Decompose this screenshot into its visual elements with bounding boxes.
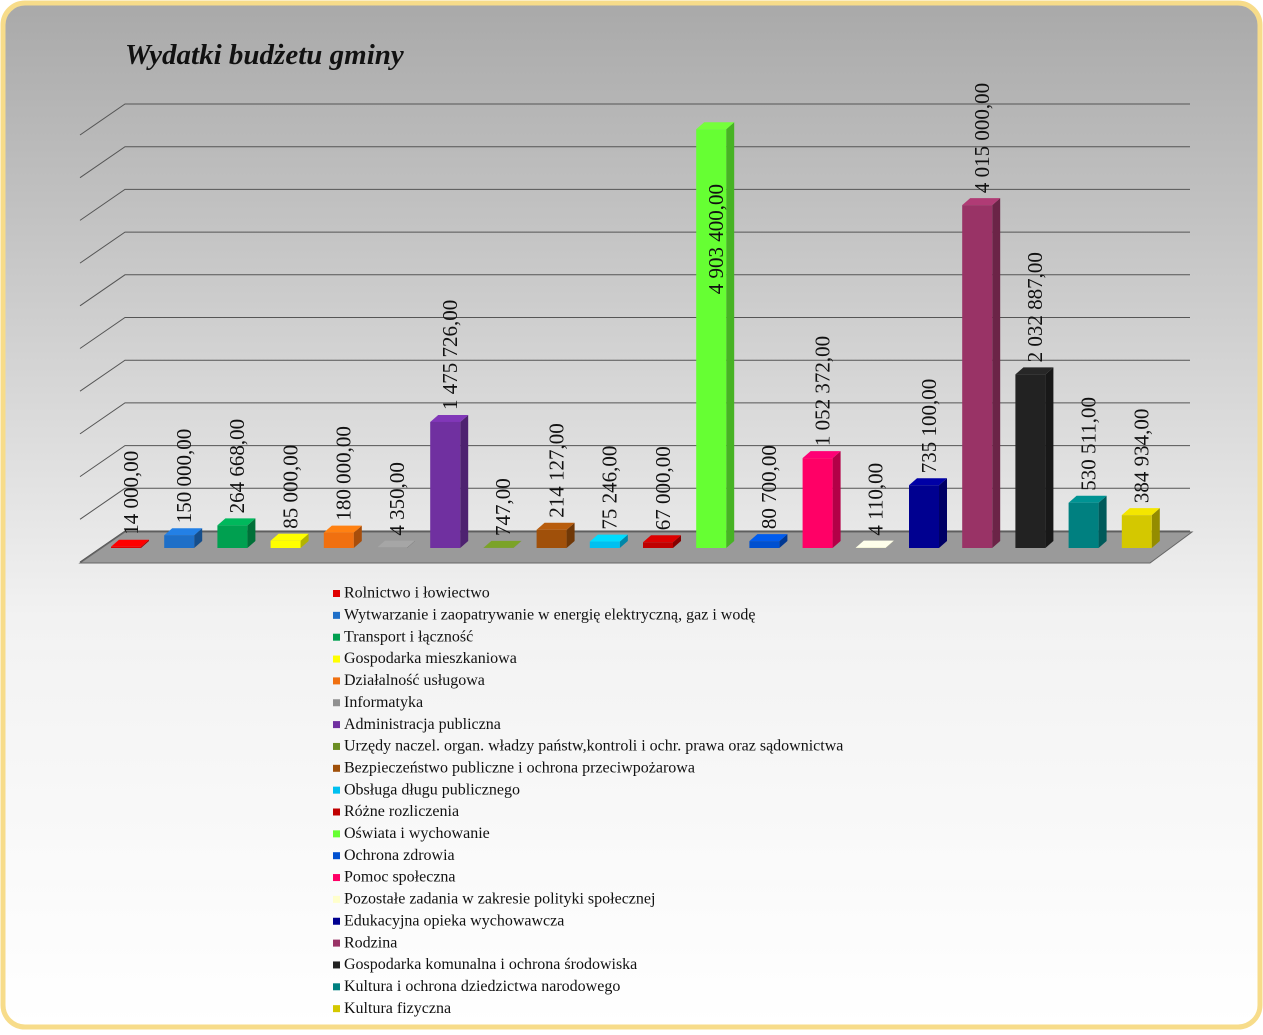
legend-swatch: [333, 743, 340, 750]
bar: [643, 542, 673, 548]
legend-swatch: [333, 918, 340, 925]
legend-label: Pozostałe zadania w zakresie polityki sp…: [344, 891, 655, 908]
legend-swatch: [333, 961, 340, 968]
legend-swatch: [333, 896, 340, 903]
legend-label: Wytwarzanie i zaopatrywanie w energię el…: [344, 607, 755, 624]
bar-side: [992, 198, 1000, 548]
legend-swatch: [333, 983, 340, 990]
bar: [803, 458, 833, 548]
legend-label: Rodzina: [344, 934, 397, 951]
legend-label: Transport i łączność: [344, 628, 473, 645]
value-label: 1 475 726,00: [438, 300, 462, 410]
legend-swatch: [333, 787, 340, 794]
bar: [271, 541, 301, 548]
value-label: 150 000,00: [172, 429, 196, 524]
legend-label: Ochrona zdrowia: [344, 847, 455, 864]
bar: [962, 205, 992, 548]
legend-label: Edukacyjna opieka wychowawcza: [344, 912, 564, 929]
legend-swatch: [333, 634, 340, 641]
legend-swatch: [333, 852, 340, 859]
value-label: 735 100,00: [917, 379, 941, 474]
legend-label: Oświata i wychowanie: [344, 825, 490, 842]
legend-label: Bezpieczeństwo publiczne i ochrona przec…: [344, 759, 695, 776]
value-label: 85 000,00: [278, 445, 302, 529]
bar-side: [1152, 508, 1160, 548]
legend-label: Gospodarka komunalna i ochrona środowisk…: [344, 956, 637, 973]
bar-side: [460, 415, 468, 548]
legend-swatch: [333, 940, 340, 947]
legend-label: Rolnictwo i łowiectwo: [344, 585, 490, 602]
legend-swatch: [333, 677, 340, 684]
bar: [1122, 515, 1152, 548]
legend-swatch: [333, 809, 340, 816]
value-label: 214 127,00: [544, 423, 568, 518]
legend-swatch: [333, 830, 340, 837]
chart-title: Wydatki budżetu gminy: [125, 39, 404, 71]
legend-label: Kultura fizyczna: [344, 1000, 451, 1017]
bar: [1015, 374, 1045, 548]
legend-swatch: [333, 612, 340, 619]
legend-label: Obsługa długu publicznego: [344, 781, 520, 798]
bar: [164, 535, 194, 548]
legend-label: Różne rozliczenia: [344, 803, 459, 820]
bar: [217, 525, 247, 548]
legend-swatch: [333, 765, 340, 772]
legend-label: Kultura i ochrona dziedzictwa narodowego: [344, 978, 620, 995]
value-label: 4 110,00: [864, 463, 888, 536]
legend-label: Informatyka: [344, 694, 423, 711]
bar: [590, 542, 620, 548]
bar: [909, 485, 939, 548]
legend-swatch: [333, 656, 340, 663]
value-label: 4 903 400,00: [704, 184, 728, 294]
value-label: 4 015 000,00: [970, 83, 994, 193]
value-label: 1 052 372,00: [810, 336, 834, 446]
bar: [1069, 503, 1099, 548]
value-label: 75 246,00: [598, 446, 622, 530]
bar-side: [1045, 367, 1053, 548]
value-label: 4 350,00: [385, 462, 409, 536]
value-label: 264 668,00: [225, 419, 249, 514]
value-label: 14 000,00: [119, 451, 143, 535]
legend-label: Gospodarka mieszkaniowa: [344, 650, 517, 667]
bar: [430, 422, 460, 548]
value-label: 747,00: [491, 478, 515, 536]
bar-side: [833, 451, 841, 548]
value-label: 80 700,00: [757, 445, 781, 529]
bar: [324, 533, 354, 548]
legend-label: Urzędy naczel. organ. władzy państw,kont…: [344, 738, 843, 755]
legend-swatch: [333, 721, 340, 728]
value-label: 67 000,00: [651, 446, 675, 530]
bar-side: [1099, 496, 1107, 548]
bar-side: [939, 478, 947, 548]
value-label: 384 934,00: [1130, 409, 1154, 504]
legend-label: Administracja publiczna: [344, 716, 501, 733]
legend-label: Pomoc społeczna: [344, 869, 456, 886]
bar: [537, 530, 567, 548]
bar: [749, 541, 779, 548]
bar: [111, 547, 141, 548]
value-label: 2 032 887,00: [1023, 252, 1047, 362]
legend-label: Działalność usługowa: [344, 672, 485, 689]
legend-swatch: [333, 590, 340, 597]
value-label: 530 511,00: [1076, 397, 1100, 491]
legend-swatch: [333, 874, 340, 881]
value-label: 180 000,00: [332, 426, 356, 521]
legend-swatch: [333, 699, 340, 706]
legend-swatch: [333, 1005, 340, 1012]
